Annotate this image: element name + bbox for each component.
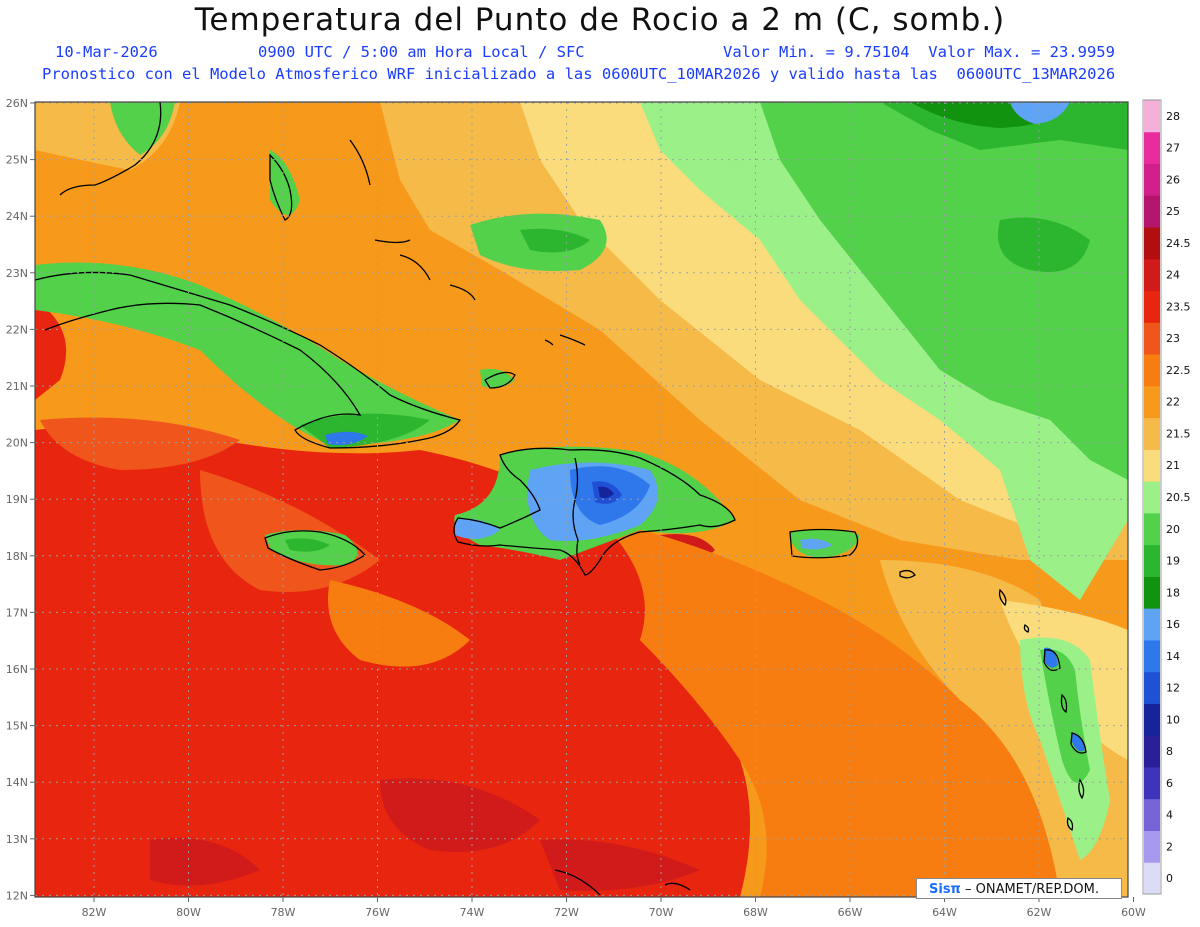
legend-swatch bbox=[1144, 735, 1160, 768]
lat-label: 20N bbox=[6, 437, 28, 450]
legend-swatch bbox=[1144, 227, 1160, 260]
legend-label: 10 bbox=[1166, 713, 1180, 726]
legend-swatch bbox=[1144, 512, 1160, 546]
credit-box: Sisπ – ONAMET/REP.DOM. bbox=[916, 878, 1122, 899]
lat-label: 26N bbox=[6, 97, 28, 110]
lon-label: 68W bbox=[743, 906, 768, 919]
lat-label: 16N bbox=[6, 663, 28, 676]
legend-swatch bbox=[1144, 163, 1160, 196]
legend-swatch bbox=[1144, 195, 1160, 228]
legend-label: 20 bbox=[1166, 523, 1180, 536]
lon-label: 78W bbox=[271, 906, 296, 919]
legend-swatch bbox=[1144, 766, 1160, 800]
lat-label: 22N bbox=[6, 323, 28, 336]
legend-label: 14 bbox=[1166, 650, 1180, 663]
lon-label: 66W bbox=[838, 906, 863, 919]
lon-label: 82W bbox=[82, 906, 107, 919]
legend-label: 26 bbox=[1166, 173, 1180, 186]
lat-label: 19N bbox=[6, 493, 28, 506]
lat-label: 17N bbox=[6, 606, 28, 619]
credit-org: – ONAMET/REP.DOM. bbox=[964, 882, 1100, 897]
legend-swatch bbox=[1144, 131, 1160, 165]
graticule bbox=[35, 102, 1128, 897]
lat-label: 15N bbox=[6, 720, 28, 733]
legend-swatch bbox=[1144, 449, 1160, 482]
lon-label: 60W bbox=[1121, 906, 1146, 919]
legend-label: 25 bbox=[1166, 205, 1180, 218]
lat-label: 12N bbox=[6, 889, 28, 902]
legend-swatch bbox=[1144, 417, 1160, 450]
forecast-time: 0900 UTC / 5:00 am Hora Local / SFC bbox=[258, 43, 585, 61]
legend-swatch bbox=[1144, 608, 1160, 641]
min-max-values: Valor Min. = 9.75104 Valor Max. = 23.995… bbox=[723, 43, 1115, 61]
legend-swatch bbox=[1144, 481, 1160, 514]
lat-label: 21N bbox=[6, 380, 28, 393]
lat-label: 24N bbox=[6, 210, 28, 223]
legend-swatch bbox=[1144, 703, 1160, 736]
lat-label: 13N bbox=[6, 833, 28, 846]
legend-label: 2 bbox=[1166, 840, 1173, 853]
legend-swatch bbox=[1144, 258, 1160, 292]
model-description: Pronostico con el Modelo Atmosferico WRF… bbox=[42, 65, 1116, 83]
lon-label: 62W bbox=[1027, 906, 1052, 919]
color-legend: 2827262524.52423.52322.52221.52120.52019… bbox=[1142, 99, 1191, 895]
legend-swatch bbox=[1144, 290, 1160, 323]
lon-label: 64W bbox=[932, 906, 957, 919]
legend-label: 0 bbox=[1166, 872, 1173, 885]
legend-label: 28 bbox=[1166, 110, 1180, 123]
legend-label: 22 bbox=[1166, 396, 1180, 409]
legend-label: 21 bbox=[1166, 459, 1180, 472]
legend-swatch bbox=[1144, 671, 1160, 704]
legend-label: 6 bbox=[1166, 777, 1173, 790]
legend-label: 20.5 bbox=[1166, 491, 1191, 504]
legend-label: 19 bbox=[1166, 555, 1180, 568]
legend-label: 4 bbox=[1166, 809, 1173, 822]
lon-label: 70W bbox=[649, 906, 674, 919]
legend-swatch bbox=[1144, 862, 1160, 895]
legend-label: 21.5 bbox=[1166, 427, 1191, 440]
lat-label: 25N bbox=[6, 154, 28, 167]
legend-swatch bbox=[1144, 354, 1160, 387]
lat-label: 14N bbox=[6, 776, 28, 789]
latitude-axis: 26N 25N 24N 23N 22N 21N 20N 19N 18N 17N 16N 15N 14N 1… bbox=[6, 97, 35, 902]
legend-label: 8 bbox=[1166, 745, 1173, 758]
legend-label: 12 bbox=[1166, 682, 1180, 695]
legend-swatch bbox=[1144, 798, 1160, 831]
legend-swatch bbox=[1144, 322, 1160, 355]
legend-label: 16 bbox=[1166, 618, 1180, 631]
lat-label: 18N bbox=[6, 550, 28, 563]
legend-swatch bbox=[1144, 544, 1160, 577]
sispi-logo: Sisπ bbox=[929, 882, 961, 897]
legend-label: 27 bbox=[1166, 142, 1180, 155]
legend-swatch bbox=[1144, 639, 1160, 673]
lon-label: 74W bbox=[460, 906, 485, 919]
legend-label: 23 bbox=[1166, 332, 1180, 345]
coastlines bbox=[35, 102, 1087, 896]
lat-label: 23N bbox=[6, 267, 28, 280]
legend-label: 24.5 bbox=[1166, 237, 1191, 250]
lon-label: 76W bbox=[365, 906, 390, 919]
lon-label: 80W bbox=[176, 906, 201, 919]
legend-label: 18 bbox=[1166, 586, 1180, 599]
longitude-axis: 82W 80W 78W 76W 74W 72W 70W 68W 66W 64W 62W 60W bbox=[82, 897, 1146, 919]
lon-label: 72W bbox=[554, 906, 579, 919]
forecast-date: 10-Mar-2026 bbox=[55, 43, 158, 61]
legend-label: 23.5 bbox=[1166, 300, 1191, 313]
legend-swatch bbox=[1144, 576, 1160, 609]
legend-swatch bbox=[1144, 830, 1160, 863]
legend-label: 24 bbox=[1166, 269, 1180, 282]
legend-swatch bbox=[1144, 385, 1160, 419]
legend-swatch bbox=[1144, 100, 1160, 133]
legend-label: 22.5 bbox=[1166, 364, 1191, 377]
map-title: Temperatura del Punto de Rocio a 2 m (C,… bbox=[194, 2, 1006, 38]
